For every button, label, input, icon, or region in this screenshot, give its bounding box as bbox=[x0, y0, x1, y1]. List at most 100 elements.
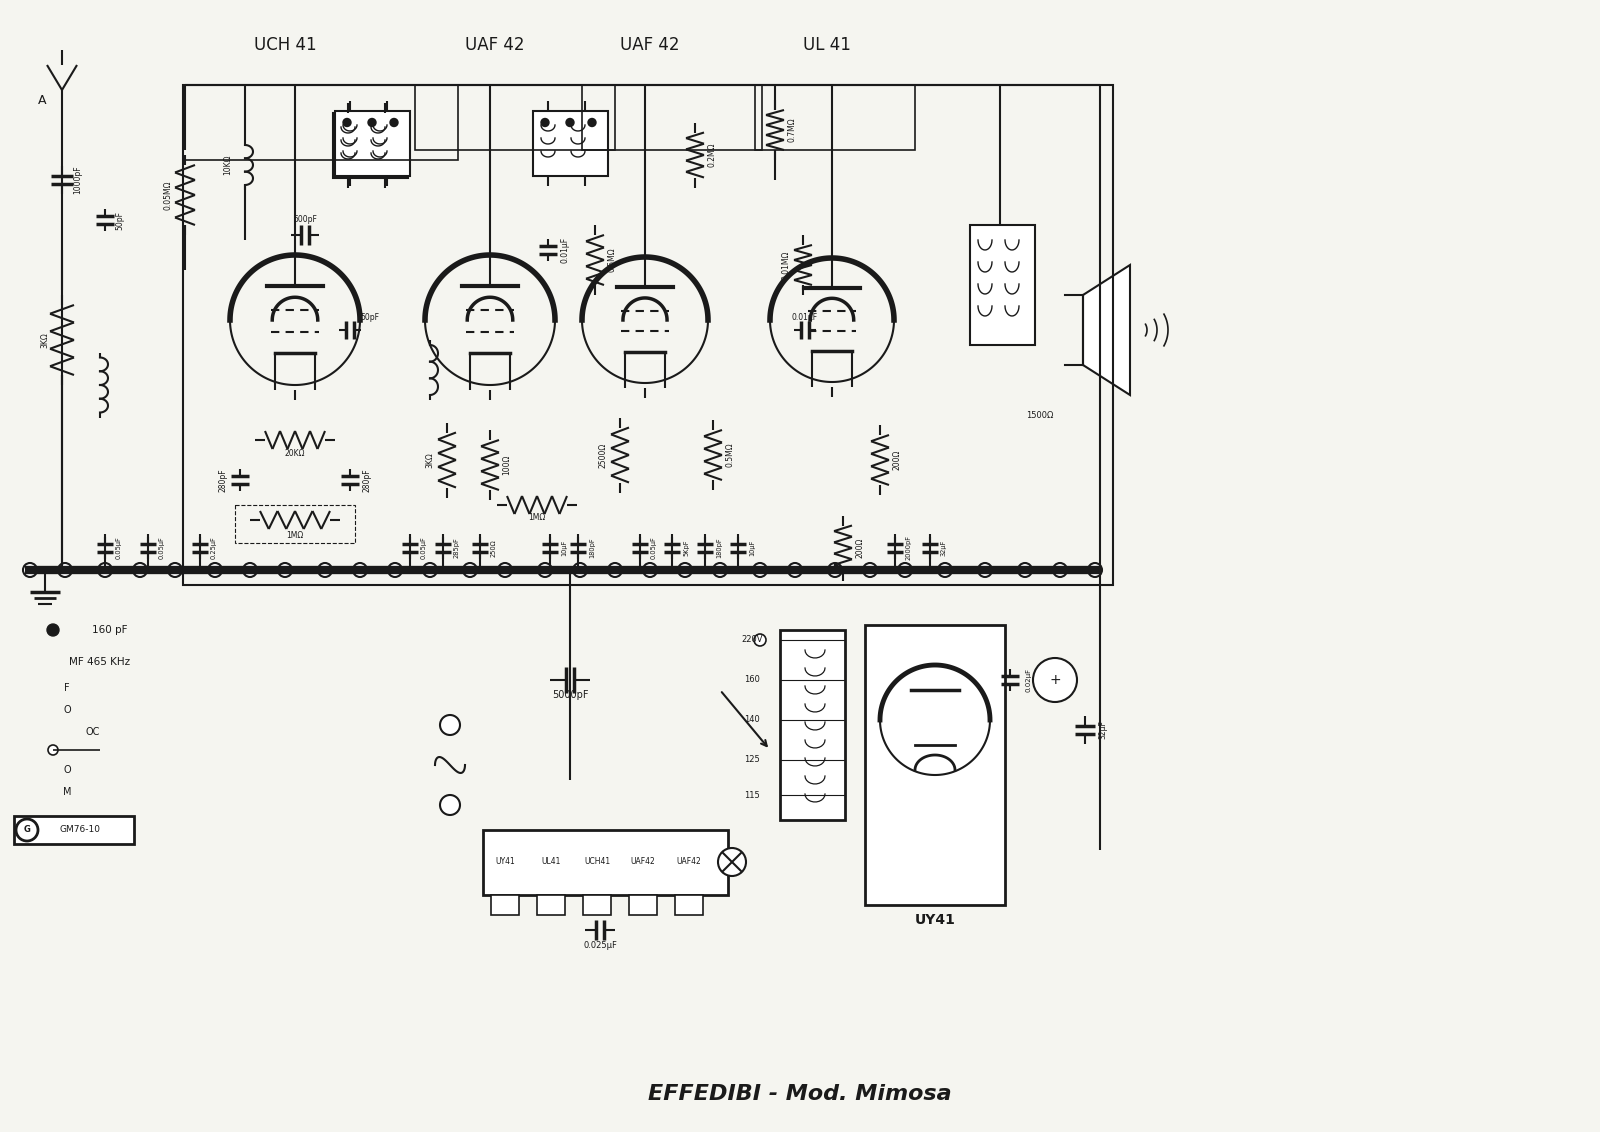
Circle shape bbox=[541, 119, 549, 127]
Circle shape bbox=[608, 563, 622, 577]
Circle shape bbox=[354, 563, 366, 577]
Bar bbox=[533, 111, 608, 175]
Text: 20KΩ: 20KΩ bbox=[285, 448, 306, 457]
Text: 220V: 220V bbox=[741, 635, 763, 644]
Text: 250Ω: 250Ω bbox=[491, 539, 498, 557]
Circle shape bbox=[1088, 563, 1102, 577]
Circle shape bbox=[366, 120, 374, 129]
Text: 0.7MΩ: 0.7MΩ bbox=[787, 118, 797, 143]
Text: G: G bbox=[24, 825, 30, 834]
Text: +: + bbox=[1050, 674, 1061, 687]
Text: 100Ω: 100Ω bbox=[502, 455, 512, 475]
Circle shape bbox=[341, 120, 349, 129]
Text: 50pF: 50pF bbox=[115, 211, 125, 230]
Circle shape bbox=[589, 119, 595, 127]
Text: 0.2MΩ: 0.2MΩ bbox=[707, 143, 717, 168]
Circle shape bbox=[787, 563, 802, 577]
Text: 140: 140 bbox=[744, 715, 760, 724]
Circle shape bbox=[318, 563, 333, 577]
Text: F: F bbox=[64, 683, 70, 693]
Circle shape bbox=[440, 795, 461, 815]
Circle shape bbox=[754, 563, 766, 577]
Circle shape bbox=[718, 848, 746, 876]
Text: O: O bbox=[62, 765, 70, 775]
Text: UAF42: UAF42 bbox=[630, 858, 656, 866]
Text: 0.05μF: 0.05μF bbox=[115, 537, 122, 559]
Circle shape bbox=[168, 563, 182, 577]
Circle shape bbox=[754, 634, 766, 646]
Text: 160 pF: 160 pF bbox=[93, 625, 128, 635]
Circle shape bbox=[243, 563, 258, 577]
Text: 125: 125 bbox=[744, 755, 760, 764]
Text: 3KΩ: 3KΩ bbox=[40, 332, 50, 348]
Circle shape bbox=[714, 563, 726, 577]
Bar bbox=[866, 625, 1005, 904]
Bar bbox=[675, 895, 702, 915]
Bar bbox=[334, 111, 410, 175]
Circle shape bbox=[643, 563, 658, 577]
Text: EFFEDIBI - Mod. Mimosa: EFFEDIBI - Mod. Mimosa bbox=[648, 1084, 952, 1104]
Text: 0.02μF: 0.02μF bbox=[1026, 668, 1030, 692]
Text: 0.25μF: 0.25μF bbox=[211, 537, 218, 559]
Text: UL41: UL41 bbox=[541, 858, 560, 866]
Circle shape bbox=[498, 563, 512, 577]
Bar bbox=[333, 112, 408, 178]
Text: 0.05μF: 0.05μF bbox=[421, 537, 427, 559]
Text: 50pF: 50pF bbox=[360, 314, 379, 323]
Text: 180pF: 180pF bbox=[589, 538, 595, 558]
Bar bbox=[970, 225, 1035, 345]
Circle shape bbox=[678, 563, 691, 577]
Circle shape bbox=[98, 563, 112, 577]
Circle shape bbox=[387, 563, 402, 577]
Text: 3KΩ: 3KΩ bbox=[426, 452, 435, 468]
Circle shape bbox=[1018, 563, 1032, 577]
Text: 5KpF: 5KpF bbox=[683, 540, 690, 556]
Circle shape bbox=[390, 119, 398, 127]
Text: 0.025μF: 0.025μF bbox=[582, 941, 618, 950]
Text: 10μF: 10μF bbox=[749, 540, 755, 556]
Polygon shape bbox=[1083, 265, 1130, 395]
Text: 200Ω: 200Ω bbox=[893, 449, 901, 470]
Text: 10μF: 10μF bbox=[562, 540, 566, 556]
Bar bbox=[629, 895, 658, 915]
Circle shape bbox=[422, 563, 437, 577]
Bar bbox=[182, 85, 1114, 585]
Bar bbox=[781, 631, 845, 820]
Text: 0.5MΩ: 0.5MΩ bbox=[608, 248, 616, 273]
Circle shape bbox=[387, 120, 397, 129]
Text: MF 465 KHz: MF 465 KHz bbox=[69, 657, 131, 667]
Circle shape bbox=[898, 563, 912, 577]
Text: UL 41: UL 41 bbox=[803, 36, 851, 54]
Text: 1MΩ: 1MΩ bbox=[528, 514, 546, 523]
Text: 0.01μF: 0.01μF bbox=[560, 237, 570, 263]
Circle shape bbox=[48, 745, 58, 755]
Text: 285pF: 285pF bbox=[454, 538, 461, 558]
Circle shape bbox=[938, 563, 952, 577]
Circle shape bbox=[16, 818, 38, 841]
Text: 0.05μF: 0.05μF bbox=[158, 537, 165, 559]
Circle shape bbox=[46, 624, 59, 636]
Text: 160: 160 bbox=[744, 676, 760, 685]
Circle shape bbox=[862, 563, 877, 577]
Text: UY41: UY41 bbox=[494, 858, 515, 866]
Text: M: M bbox=[62, 787, 72, 797]
Text: GM76-10: GM76-10 bbox=[59, 825, 101, 834]
Text: 180pF: 180pF bbox=[717, 538, 722, 558]
Text: 32μF: 32μF bbox=[1099, 721, 1107, 739]
Text: 0.5MΩ: 0.5MΩ bbox=[725, 443, 734, 468]
Text: 32μF: 32μF bbox=[941, 540, 947, 556]
Text: 1000pF: 1000pF bbox=[74, 165, 83, 195]
Bar bbox=[582, 895, 611, 915]
Text: 280pF: 280pF bbox=[219, 469, 227, 491]
Circle shape bbox=[133, 563, 147, 577]
Text: UAF 42: UAF 42 bbox=[466, 36, 525, 54]
Text: UAF42: UAF42 bbox=[677, 858, 701, 866]
Circle shape bbox=[1053, 563, 1067, 577]
Text: 1500Ω: 1500Ω bbox=[1026, 411, 1054, 420]
Text: 2500Ω: 2500Ω bbox=[598, 443, 608, 468]
Circle shape bbox=[368, 119, 376, 127]
Text: 5000pF: 5000pF bbox=[552, 691, 589, 700]
Text: 500pF: 500pF bbox=[293, 215, 317, 224]
Circle shape bbox=[58, 563, 72, 577]
Circle shape bbox=[1034, 658, 1077, 702]
